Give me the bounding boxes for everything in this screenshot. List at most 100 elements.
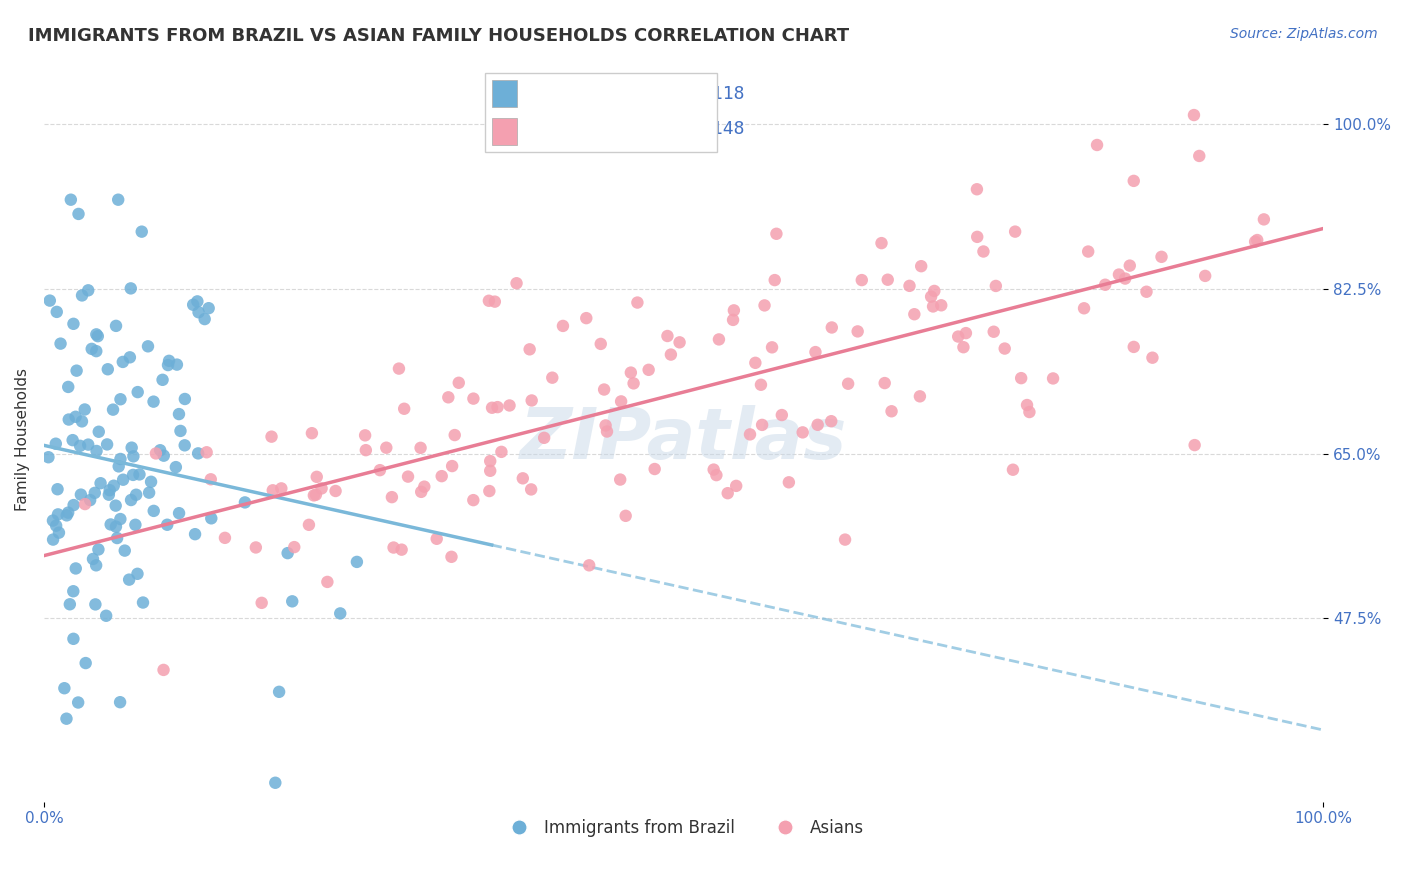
Asians	[984, 279, 1007, 293]
Immigrants from Brazil	[281, 594, 304, 608]
Immigrants from Brazil	[42, 533, 65, 547]
Asians	[298, 517, 321, 532]
Asians	[250, 596, 273, 610]
Asians	[721, 313, 744, 327]
Asians	[440, 549, 463, 564]
Asians	[1135, 285, 1157, 299]
Asians	[145, 446, 167, 460]
Asians	[441, 458, 464, 473]
Asians	[1122, 340, 1144, 354]
Immigrants from Brazil	[110, 512, 132, 526]
Immigrants from Brazil	[233, 495, 256, 509]
Asians	[955, 326, 977, 340]
Text: Source: ZipAtlas.com: Source: ZipAtlas.com	[1230, 27, 1378, 41]
Immigrants from Brazil	[127, 385, 149, 400]
Immigrants from Brazil	[110, 452, 132, 467]
Immigrants from Brazil	[55, 508, 77, 523]
Immigrants from Brazil	[84, 344, 107, 359]
Asians	[994, 342, 1017, 356]
Immigrants from Brazil	[87, 329, 110, 343]
Immigrants from Brazil	[127, 566, 149, 581]
Immigrants from Brazil	[149, 443, 172, 458]
Immigrants from Brazil	[277, 546, 299, 560]
Asians	[593, 383, 616, 397]
Immigrants from Brazil	[46, 508, 69, 522]
Asians	[1119, 259, 1142, 273]
Asians	[614, 508, 637, 523]
Immigrants from Brazil	[45, 436, 67, 450]
Immigrants from Brazil	[42, 514, 65, 528]
Immigrants from Brazil	[96, 437, 118, 451]
Asians	[481, 401, 503, 415]
Immigrants from Brazil	[100, 517, 122, 532]
Immigrants from Brazil	[37, 450, 59, 465]
Immigrants from Brazil	[62, 584, 84, 599]
Immigrants from Brazil	[105, 318, 128, 333]
Immigrants from Brazil	[104, 519, 127, 533]
Asians	[491, 445, 513, 459]
Immigrants from Brazil	[84, 558, 107, 573]
Asians	[1253, 212, 1275, 227]
Asians	[595, 418, 617, 433]
Asians	[354, 443, 377, 458]
Immigrants from Brazil	[79, 493, 101, 508]
Asians	[610, 394, 633, 409]
Immigrants from Brazil	[67, 696, 90, 710]
Immigrants from Brazil	[90, 476, 112, 491]
Asians	[807, 417, 830, 432]
Asians	[1015, 398, 1038, 412]
Immigrants from Brazil	[157, 354, 180, 368]
Immigrants from Brazil	[87, 425, 110, 439]
Immigrants from Brazil	[142, 394, 165, 409]
Immigrants from Brazil	[187, 446, 209, 460]
Immigrants from Brazil	[166, 358, 188, 372]
Asians	[873, 376, 896, 390]
Immigrants from Brazil	[82, 552, 104, 566]
Asians	[717, 486, 740, 500]
Asians	[305, 488, 328, 502]
Asians	[749, 377, 772, 392]
Immigrants from Brazil	[122, 467, 145, 482]
Asians	[589, 337, 612, 351]
Asians	[245, 541, 267, 555]
Immigrants from Brazil	[118, 351, 141, 365]
Immigrants from Brazil	[122, 450, 145, 464]
Immigrants from Brazil	[96, 608, 118, 623]
Asians	[430, 469, 453, 483]
Asians	[479, 454, 502, 468]
Immigrants from Brazil	[139, 475, 162, 489]
Immigrants from Brazil	[105, 531, 128, 545]
Immigrants from Brazil	[132, 595, 155, 609]
Asians	[626, 295, 648, 310]
Asians	[1122, 174, 1144, 188]
Immigrants from Brazil	[121, 441, 143, 455]
Immigrants from Brazil	[62, 498, 84, 512]
Asians	[301, 426, 323, 441]
Asians	[447, 376, 470, 390]
Asians	[578, 558, 600, 573]
Asians	[260, 430, 283, 444]
Immigrants from Brazil	[107, 459, 129, 474]
Immigrants from Brazil	[156, 358, 179, 372]
Asians	[486, 400, 509, 414]
Immigrants from Brazil	[65, 561, 87, 575]
Immigrants from Brazil	[169, 424, 191, 438]
Asians	[637, 363, 659, 377]
Asians	[1150, 250, 1173, 264]
Asians	[778, 475, 800, 490]
Immigrants from Brazil	[131, 225, 153, 239]
Asians	[821, 320, 844, 334]
Immigrants from Brazil	[173, 438, 195, 452]
Asians	[922, 300, 945, 314]
Immigrants from Brazil	[187, 305, 209, 319]
Asians	[952, 340, 974, 354]
Asians	[152, 663, 174, 677]
Asians	[983, 325, 1005, 339]
Y-axis label: Family Households: Family Households	[15, 368, 30, 511]
Immigrants from Brazil	[167, 506, 190, 520]
Immigrants from Brazil	[97, 362, 120, 376]
Immigrants from Brazil	[186, 294, 208, 309]
Immigrants from Brazil	[62, 317, 84, 331]
Immigrants from Brazil	[59, 193, 82, 207]
Immigrants from Brazil	[83, 486, 105, 500]
